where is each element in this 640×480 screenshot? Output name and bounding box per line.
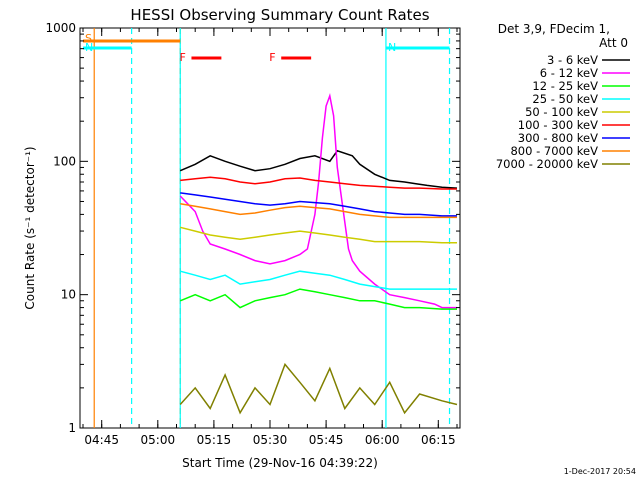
series-line-8 bbox=[179, 362, 458, 415]
series-line-6 bbox=[180, 192, 457, 217]
x-tick-label-0: 04:45 bbox=[84, 433, 119, 447]
x-axis-label: Start Time (29-Nov-16 04:39:22) bbox=[182, 456, 378, 470]
series-line-0 bbox=[179, 149, 458, 189]
legend-label-1: 6 - 12 keV bbox=[540, 66, 598, 80]
y-tick-label-0: 1 bbox=[68, 421, 76, 435]
series-line-1 bbox=[179, 92, 457, 309]
y-tick-label-1: 10 bbox=[61, 288, 76, 302]
series-line-2 bbox=[179, 288, 457, 310]
legend-label-3: 25 - 50 keV bbox=[532, 92, 598, 106]
series-lines bbox=[179, 92, 458, 415]
series-line-5 bbox=[180, 176, 457, 190]
series-line-7 bbox=[180, 203, 457, 219]
x-tick-label-6: 06:15 bbox=[421, 433, 456, 447]
x-tick-label-3: 05:30 bbox=[253, 433, 288, 447]
legend-label-5: 100 - 300 keV bbox=[518, 118, 598, 132]
y-axis-label: Count Rate (s⁻¹ detector⁻¹) bbox=[23, 146, 37, 309]
state-label-S-0: S bbox=[85, 32, 92, 45]
x-axis-ticks: 04:45 05:00 05:15 05:30 05:45 06:00 06:15 bbox=[82, 28, 458, 447]
y-axis-ticks: 1 10 100 1000 bbox=[45, 21, 460, 435]
legend-label-6: 300 - 800 keV bbox=[518, 131, 598, 145]
state-label-N-2: N bbox=[388, 41, 396, 54]
x-tick-label-4: 05:45 bbox=[309, 433, 344, 447]
legend-label-0: 3 - 6 keV bbox=[547, 53, 598, 67]
x-tick-label-1: 05:00 bbox=[141, 433, 176, 447]
legend-label-2: 12 - 25 keV bbox=[532, 79, 598, 93]
x-tick-label-2: 05:15 bbox=[197, 433, 232, 447]
legend-header-line-1: Det 3,9, FDecim 1, bbox=[498, 22, 610, 36]
state-label-F-4: F bbox=[269, 51, 275, 64]
y-tick-label-2: 100 bbox=[53, 154, 76, 168]
state-label-F-3: F bbox=[179, 51, 185, 64]
legend-label-7: 800 - 7000 keV bbox=[510, 144, 598, 158]
legend-label-4: 50 - 100 keV bbox=[525, 105, 598, 119]
legend-label-8: 7000 - 20000 keV bbox=[496, 157, 598, 171]
footer-timestamp: 1-Dec-2017 20:54 bbox=[564, 467, 636, 476]
chart-title: HESSI Observing Summary Count Rates bbox=[130, 6, 429, 24]
y-tick-label-3: 1000 bbox=[45, 21, 76, 35]
state-label-N-1: N bbox=[85, 41, 93, 54]
x-tick-label-5: 06:00 bbox=[365, 433, 400, 447]
series-line-4 bbox=[180, 226, 457, 244]
series-line-3 bbox=[180, 270, 457, 290]
state-bars: SN NF F bbox=[83, 32, 450, 64]
legend-header-line-2: Att 0 bbox=[599, 36, 628, 50]
